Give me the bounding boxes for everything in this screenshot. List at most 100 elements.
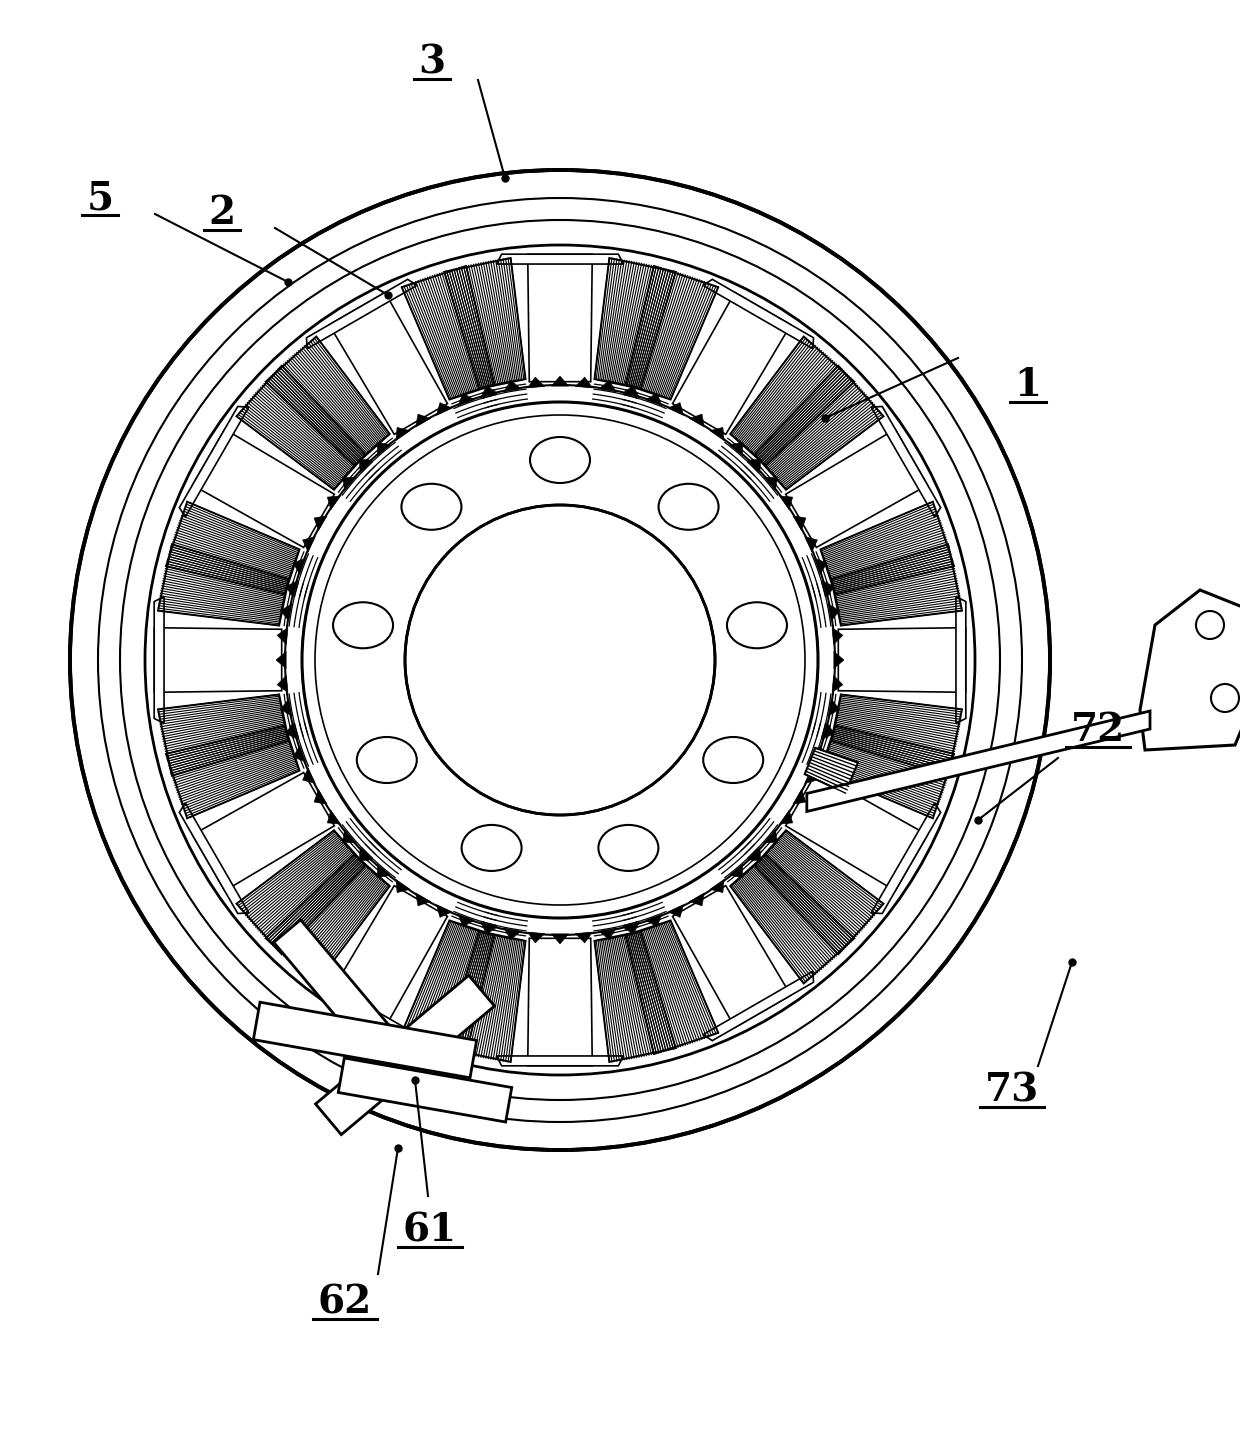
- Polygon shape: [764, 829, 777, 842]
- Polygon shape: [180, 407, 249, 517]
- Polygon shape: [833, 651, 844, 668]
- Ellipse shape: [658, 484, 718, 530]
- Text: 72: 72: [1071, 711, 1125, 749]
- Polygon shape: [154, 628, 281, 693]
- Polygon shape: [396, 879, 410, 892]
- Polygon shape: [729, 443, 743, 456]
- Polygon shape: [303, 536, 315, 552]
- Polygon shape: [496, 254, 624, 264]
- Polygon shape: [711, 879, 724, 892]
- Polygon shape: [415, 892, 430, 905]
- Polygon shape: [828, 604, 839, 621]
- Polygon shape: [786, 430, 928, 547]
- Polygon shape: [327, 810, 341, 825]
- Polygon shape: [342, 477, 356, 490]
- Polygon shape: [329, 885, 448, 1027]
- Polygon shape: [314, 516, 327, 530]
- Polygon shape: [552, 376, 569, 387]
- Circle shape: [69, 170, 1050, 1150]
- Polygon shape: [360, 848, 372, 861]
- Polygon shape: [154, 596, 164, 723]
- Polygon shape: [822, 723, 835, 739]
- Polygon shape: [415, 414, 430, 427]
- Polygon shape: [805, 747, 858, 793]
- Ellipse shape: [727, 602, 787, 648]
- Text: 61: 61: [403, 1211, 458, 1249]
- Polygon shape: [277, 675, 288, 693]
- Polygon shape: [805, 767, 817, 783]
- Text: 3: 3: [418, 43, 445, 80]
- Polygon shape: [672, 885, 791, 1027]
- Polygon shape: [481, 923, 497, 934]
- Polygon shape: [872, 407, 941, 517]
- Text: 1: 1: [1014, 366, 1042, 404]
- Polygon shape: [306, 971, 417, 1040]
- Polygon shape: [314, 789, 327, 805]
- Polygon shape: [786, 773, 928, 891]
- Polygon shape: [807, 711, 1149, 812]
- Polygon shape: [274, 920, 417, 1081]
- Ellipse shape: [461, 825, 522, 871]
- Polygon shape: [646, 914, 662, 927]
- Circle shape: [1197, 611, 1224, 639]
- Polygon shape: [599, 381, 616, 392]
- Polygon shape: [396, 427, 410, 441]
- Polygon shape: [672, 293, 791, 434]
- Polygon shape: [459, 914, 475, 927]
- Polygon shape: [377, 443, 391, 456]
- Polygon shape: [748, 460, 761, 473]
- Polygon shape: [575, 376, 593, 388]
- Polygon shape: [780, 810, 792, 825]
- Circle shape: [1211, 684, 1239, 711]
- Text: 5: 5: [87, 180, 114, 217]
- Polygon shape: [748, 848, 761, 861]
- Ellipse shape: [703, 737, 763, 783]
- Polygon shape: [703, 971, 813, 1040]
- Polygon shape: [436, 904, 453, 917]
- Polygon shape: [1140, 591, 1240, 750]
- Polygon shape: [503, 928, 521, 940]
- Polygon shape: [792, 789, 806, 805]
- Polygon shape: [815, 746, 827, 762]
- Polygon shape: [280, 604, 291, 621]
- Polygon shape: [599, 928, 616, 940]
- Polygon shape: [764, 477, 777, 490]
- Polygon shape: [527, 376, 544, 388]
- Polygon shape: [339, 1058, 512, 1122]
- Polygon shape: [805, 536, 817, 552]
- Ellipse shape: [357, 737, 417, 783]
- Polygon shape: [293, 746, 305, 762]
- Circle shape: [405, 504, 715, 815]
- Polygon shape: [872, 803, 941, 914]
- Polygon shape: [689, 414, 704, 427]
- Polygon shape: [689, 892, 704, 905]
- Polygon shape: [327, 496, 341, 510]
- Polygon shape: [832, 628, 843, 645]
- Polygon shape: [360, 460, 372, 473]
- Polygon shape: [729, 864, 743, 878]
- Polygon shape: [306, 279, 417, 349]
- Text: 73: 73: [985, 1071, 1039, 1109]
- Polygon shape: [646, 394, 662, 405]
- Polygon shape: [528, 938, 593, 1066]
- Polygon shape: [503, 381, 521, 392]
- Polygon shape: [622, 923, 639, 934]
- Polygon shape: [668, 904, 683, 917]
- Polygon shape: [285, 723, 298, 739]
- Polygon shape: [192, 773, 335, 891]
- Polygon shape: [377, 864, 391, 878]
- Polygon shape: [956, 596, 966, 723]
- Polygon shape: [459, 394, 475, 405]
- Ellipse shape: [599, 825, 658, 871]
- Polygon shape: [280, 698, 291, 716]
- Polygon shape: [792, 516, 806, 530]
- Polygon shape: [180, 803, 249, 914]
- Polygon shape: [342, 829, 356, 842]
- Polygon shape: [253, 1002, 476, 1078]
- Polygon shape: [496, 1056, 624, 1066]
- Polygon shape: [703, 279, 813, 349]
- Polygon shape: [315, 976, 495, 1135]
- Polygon shape: [822, 581, 835, 598]
- Polygon shape: [668, 402, 683, 415]
- Circle shape: [303, 402, 818, 918]
